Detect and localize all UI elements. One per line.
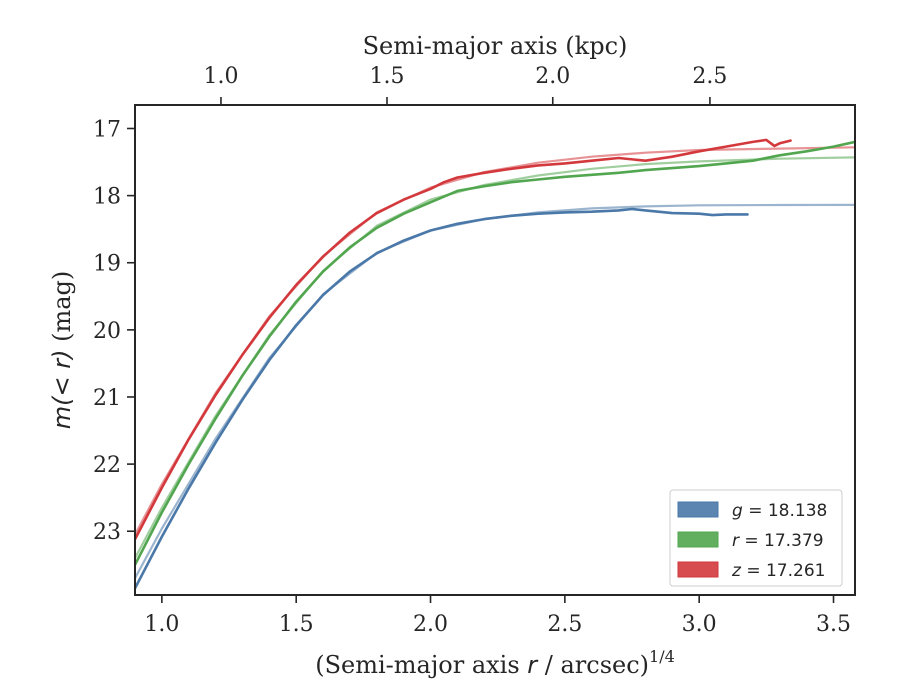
top-x-tick-label: 1.0 — [203, 64, 238, 89]
legend-swatch-g — [677, 501, 719, 518]
x-axis-label-exponent: 1/4 — [649, 647, 675, 666]
y-tick-label: 17 — [93, 117, 121, 142]
top-x-tick-label: 2.5 — [692, 64, 727, 89]
legend-value: = 17.261 — [741, 561, 826, 581]
y-tick-label: 18 — [93, 185, 121, 210]
top-x-tick-label: 2.0 — [535, 64, 570, 89]
legend-swatch-r — [677, 531, 719, 548]
x-axis-label-text: (Semi-major axis — [315, 651, 527, 679]
y-axis-label: m(< r) (mag) — [48, 271, 76, 430]
series-line-z — [135, 138, 792, 541]
plot-area — [135, 138, 855, 590]
y-tick-label: 22 — [93, 453, 121, 478]
axes-frame — [134, 104, 856, 596]
x-tick-label: 2.5 — [547, 612, 582, 637]
legend-var: z — [731, 561, 742, 581]
x-axis-label-unit: / arcsec) — [537, 651, 649, 679]
series-group — [135, 138, 855, 590]
x-axis-label: (Semi-major axis r / arcsec)1/4 — [315, 647, 675, 679]
legend-var: r — [732, 531, 740, 551]
axes: 1.0 1.5 2.0 2.5 3.0 3.5 17 18 19 20 21 22 23 1.0 1.5 2.… — [48, 32, 856, 679]
y-axis-label-var: m(< r) — [48, 350, 76, 430]
legend-var: g — [732, 501, 743, 521]
y-tick-label: 23 — [93, 520, 121, 545]
top-x-tick-label: 1.5 — [370, 64, 405, 89]
y-tick-label: 19 — [93, 252, 121, 277]
y-tick-label: 20 — [93, 319, 121, 344]
x-tick-label: 2.0 — [413, 612, 448, 637]
series-line-g — [135, 207, 749, 590]
x-tick-label: 1.5 — [279, 612, 314, 637]
legend-swatch-z — [677, 561, 719, 578]
legend-label-g: g = 18.138 — [732, 501, 827, 521]
top-x-axis-label: Semi-major axis (kpc) — [363, 32, 628, 60]
legend-value: = 17.379 — [739, 531, 824, 551]
legend-value: = 18.138 — [743, 501, 828, 521]
x-tick-label: 3.0 — [682, 612, 717, 637]
legend-label-z: z = 17.261 — [731, 561, 825, 581]
x-axis-label-var: r — [527, 651, 539, 679]
x-tick-label: 3.5 — [816, 612, 851, 637]
series-line-r — [135, 140, 855, 567]
x-tick-label: 1.0 — [144, 612, 179, 637]
y-axis-label-unit: (mag) — [48, 271, 76, 350]
y-tick-label: 21 — [93, 386, 121, 411]
legend-label-r: r = 17.379 — [732, 531, 824, 551]
